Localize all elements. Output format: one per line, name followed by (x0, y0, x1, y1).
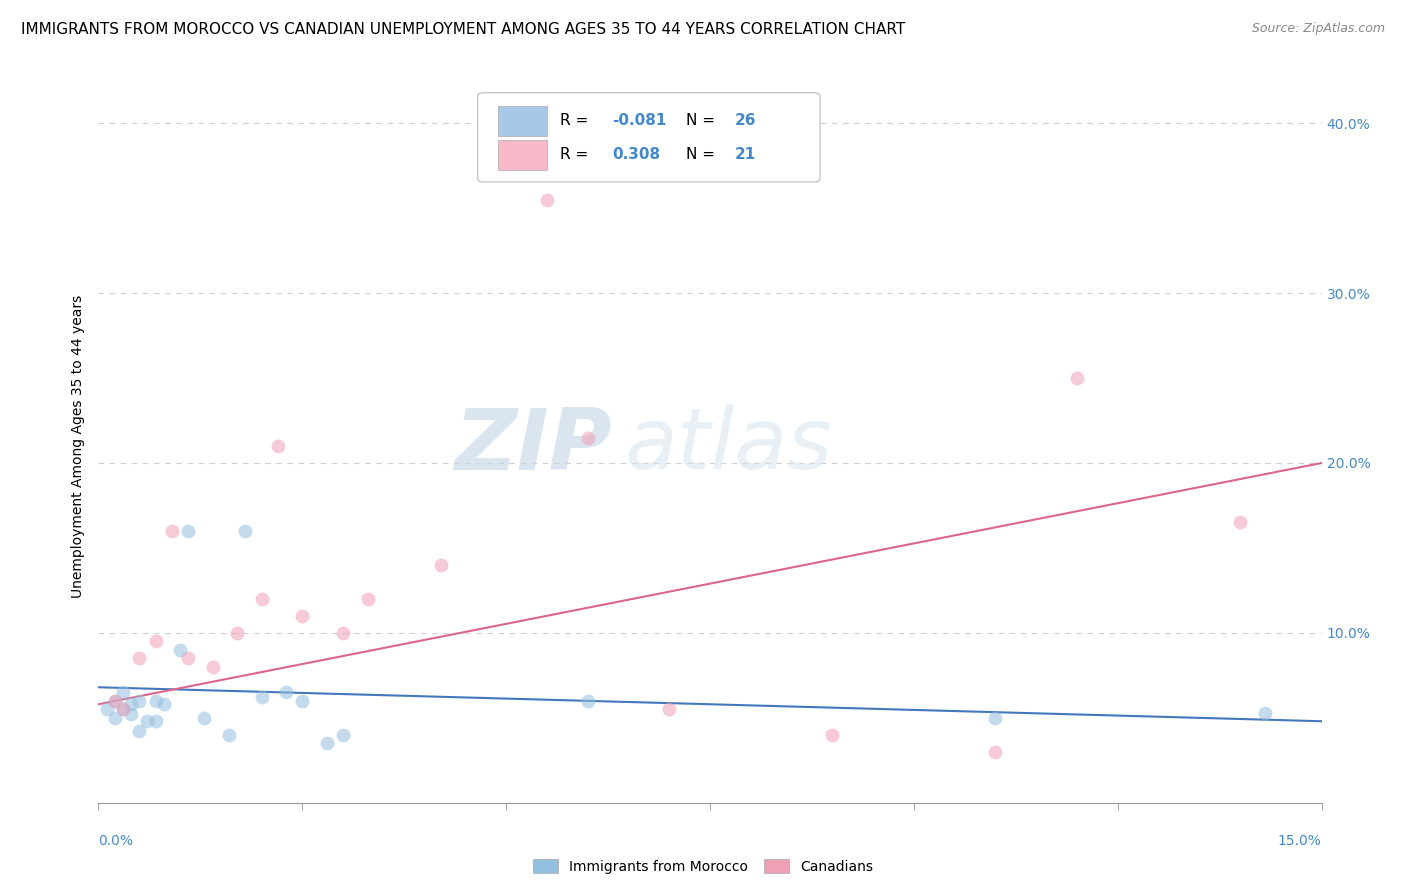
Point (145, 714, 167, 729)
Point (104, 711, 127, 725)
Point (1066, 371, 1088, 385)
Point (128, 694, 150, 708)
Point (193, 711, 215, 725)
Point (821, 728, 844, 742)
Point (430, 558, 453, 572)
Point (128, 724, 150, 739)
Point (332, 626, 354, 640)
Point (250, 690, 273, 705)
Point (96, 702, 118, 716)
Point (984, 711, 1007, 725)
FancyBboxPatch shape (498, 140, 547, 169)
Point (356, 591, 378, 606)
Point (274, 685, 297, 699)
Point (226, 626, 249, 640)
Point (104, 694, 127, 708)
Legend: Immigrants from Morocco, Canadians: Immigrants from Morocco, Canadians (526, 852, 880, 880)
Text: -0.081: -0.081 (612, 113, 666, 128)
Point (291, 608, 314, 623)
Text: Source: ZipAtlas.com: Source: ZipAtlas.com (1251, 22, 1385, 36)
FancyBboxPatch shape (498, 105, 547, 136)
Point (1229, 516, 1251, 530)
Text: IMMIGRANTS FROM MOROCCO VS CANADIAN UNEMPLOYMENT AMONG AGES 35 TO 44 YEARS CORRE: IMMIGRANTS FROM MOROCCO VS CANADIAN UNEM… (21, 22, 905, 37)
Point (291, 694, 314, 708)
Text: 21: 21 (734, 147, 756, 162)
Point (120, 707, 142, 722)
Point (984, 745, 1007, 759)
Text: atlas: atlas (624, 404, 832, 488)
Point (1253, 706, 1275, 720)
Point (233, 524, 256, 538)
Point (658, 702, 681, 716)
Point (576, 694, 599, 708)
Y-axis label: Unemployment Among Ages 35 to 44 years: Unemployment Among Ages 35 to 44 years (72, 294, 86, 598)
Point (536, 193, 558, 207)
Text: 0.0%: 0.0% (98, 834, 134, 848)
Point (145, 634, 167, 648)
Point (218, 728, 240, 742)
Text: 15.0%: 15.0% (1278, 834, 1322, 848)
Point (104, 694, 127, 708)
Point (201, 660, 224, 674)
FancyBboxPatch shape (478, 93, 820, 182)
Point (145, 694, 167, 708)
Point (152, 698, 174, 712)
Point (177, 651, 200, 665)
Text: 26: 26 (734, 113, 756, 128)
Point (576, 430, 599, 444)
Point (111, 702, 134, 716)
Text: ZIP: ZIP (454, 404, 612, 488)
Text: N =: N = (686, 113, 720, 128)
Point (315, 736, 337, 750)
Text: R =: R = (560, 113, 593, 128)
Point (111, 685, 134, 699)
Text: 0.308: 0.308 (612, 147, 661, 162)
Text: N =: N = (686, 147, 720, 162)
Point (332, 728, 354, 742)
Point (169, 643, 191, 657)
Text: R =: R = (560, 147, 593, 162)
Point (120, 698, 142, 712)
Point (177, 524, 200, 538)
Point (250, 591, 273, 606)
Point (267, 439, 290, 453)
Point (160, 524, 183, 538)
Point (111, 702, 134, 716)
Point (136, 714, 159, 729)
Point (128, 651, 150, 665)
